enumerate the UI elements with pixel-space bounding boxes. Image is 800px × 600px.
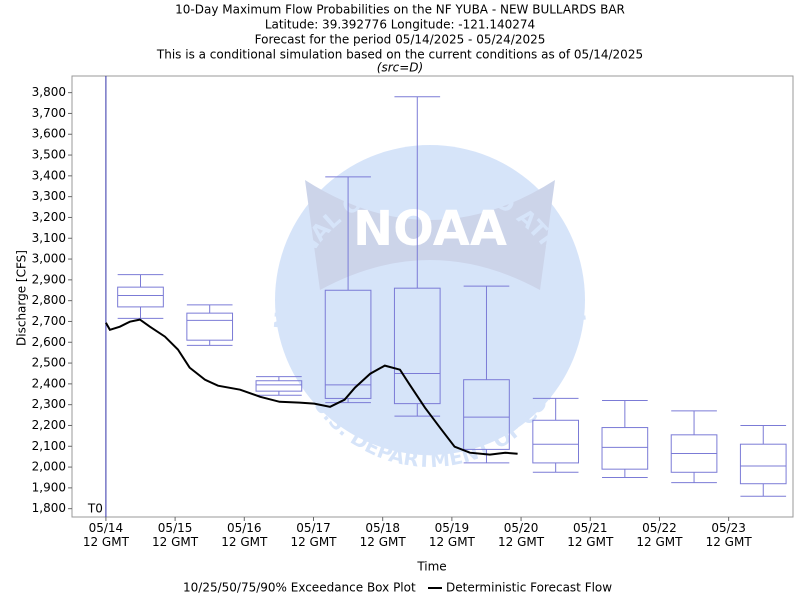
x-tick-label: 05/17 12 GMT [290, 521, 337, 549]
x-tick-label: 05/22 12 GMT [636, 521, 683, 549]
box-body [255, 380, 303, 392]
box [739, 424, 787, 497]
logo-disc [275, 145, 585, 455]
x-tick-label: 05/23 12 GMT [705, 521, 752, 549]
y-tick-label: 1,800 [32, 501, 66, 515]
box [117, 274, 164, 319]
y-tick-label: 2,700 [32, 314, 66, 328]
x-tick-label: 05/14 12 GMT [82, 521, 129, 549]
y-tick-label: 3,700 [32, 106, 66, 120]
logo-gull [305, 180, 555, 290]
box-body [393, 287, 441, 405]
box-body [601, 427, 649, 470]
box-body [739, 443, 787, 485]
y-tick-label: 2,900 [32, 272, 66, 286]
box [186, 304, 234, 346]
y-tick-label: 1,900 [32, 480, 66, 494]
box-body [532, 419, 579, 464]
box [670, 410, 718, 484]
y-tick-label: 2,200 [32, 418, 66, 432]
plot-frame [71, 75, 794, 518]
x-tick-label: 05/20 12 GMT [498, 521, 545, 549]
legend-label: Deterministic Forecast Flow [446, 581, 612, 595]
y-tick-label: 2,800 [32, 293, 66, 307]
box-body [324, 289, 372, 399]
y-tick-label: 3,200 [32, 210, 66, 224]
box [463, 285, 510, 464]
x-tick-label: 05/18 12 GMT [359, 521, 406, 549]
box [532, 397, 579, 473]
title-line: Forecast for the period 05/14/2025 - 05/… [255, 33, 546, 47]
y-tick-label: 3,400 [32, 168, 66, 182]
title-line: Latitude: 39.392776 Longitude: -121.1402… [265, 18, 535, 32]
box-body [186, 312, 234, 341]
y-tick-label: 3,800 [32, 85, 66, 99]
subtitle: (src=D) [377, 61, 423, 75]
x-tick-label: 05/15 12 GMT [152, 521, 199, 549]
box [601, 400, 649, 478]
y-tick-label: 2,400 [32, 376, 66, 390]
y-tick-label: 2,500 [32, 356, 66, 370]
x-tick-label: 05/16 12 GMT [221, 521, 268, 549]
y-tick-label: 2,600 [32, 335, 66, 349]
x-tick-label: 05/19 12 GMT [428, 521, 475, 549]
box [255, 376, 303, 396]
logo-name: NOAA [353, 201, 507, 257]
legend-label: 10/25/50/75/90% Exceedance Box Plot [183, 581, 416, 595]
y-tick-label: 3,100 [32, 231, 66, 245]
y-tick-label: 3,600 [32, 127, 66, 141]
title-line: This is a conditional simulation based o… [156, 48, 643, 62]
y-tick-label: 2,000 [32, 460, 66, 474]
y-tick-label: 2,300 [32, 397, 66, 411]
y-tick-label: 3,500 [32, 148, 66, 162]
y-tick-label: 3,300 [32, 189, 66, 203]
box [324, 176, 372, 404]
y-tick-label: 3,000 [32, 252, 66, 266]
t0-label: T0 [87, 502, 103, 516]
y-axis-label: Discharge [CFS] [15, 250, 29, 346]
title-line: 10-Day Maximum Flow Probabilities on the… [175, 3, 625, 17]
box-body [463, 379, 510, 450]
x-tick-label: 05/21 12 GMT [567, 521, 614, 549]
x-axis-label: Time [416, 560, 446, 574]
y-tick-label: 2,100 [32, 439, 66, 453]
forecast-line [105, 318, 518, 456]
box-body [117, 286, 164, 308]
